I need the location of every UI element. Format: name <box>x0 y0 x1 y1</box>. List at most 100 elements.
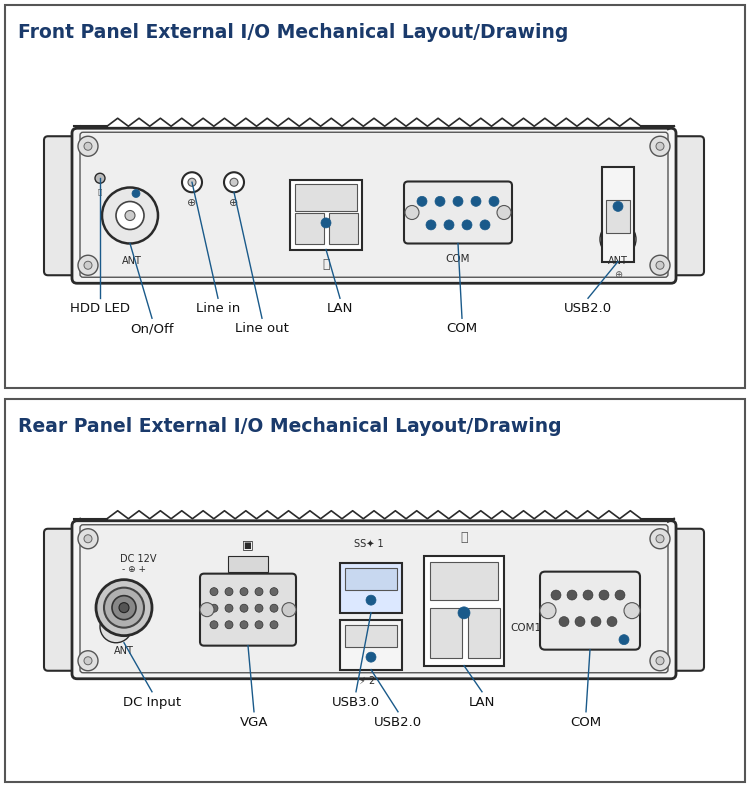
Circle shape <box>225 588 233 596</box>
Text: ⊕: ⊕ <box>614 269 622 279</box>
Circle shape <box>462 220 472 230</box>
Text: Front Panel External I/O Mechanical Layout/Drawing: Front Panel External I/O Mechanical Layo… <box>18 24 568 42</box>
Circle shape <box>497 205 511 220</box>
Circle shape <box>84 142 92 150</box>
Circle shape <box>116 201 144 230</box>
Circle shape <box>489 196 499 206</box>
Circle shape <box>650 136 670 157</box>
Bar <box>340 563 402 612</box>
Bar <box>295 212 324 243</box>
Circle shape <box>599 590 609 600</box>
Circle shape <box>224 172 244 192</box>
Circle shape <box>405 205 419 220</box>
Circle shape <box>444 220 454 230</box>
Circle shape <box>270 588 278 596</box>
Text: SS✦ 1: SS✦ 1 <box>354 538 384 549</box>
Text: ⓘ: ⓘ <box>98 188 102 195</box>
Circle shape <box>583 590 593 600</box>
Bar <box>228 556 268 571</box>
Circle shape <box>650 255 670 275</box>
FancyBboxPatch shape <box>80 525 668 673</box>
Circle shape <box>426 220 436 230</box>
Text: COM1: COM1 <box>510 623 542 633</box>
Circle shape <box>417 196 427 206</box>
Bar <box>340 619 402 670</box>
Circle shape <box>240 621 248 629</box>
Circle shape <box>132 190 140 198</box>
Text: DC 12V: DC 12V <box>120 554 156 563</box>
Text: 品: 品 <box>460 530 468 544</box>
Circle shape <box>624 603 640 619</box>
Circle shape <box>225 604 233 612</box>
Circle shape <box>102 187 158 243</box>
Circle shape <box>366 595 376 605</box>
Bar <box>345 567 397 590</box>
Circle shape <box>84 656 92 665</box>
Circle shape <box>270 621 278 629</box>
FancyBboxPatch shape <box>404 182 512 243</box>
Circle shape <box>100 611 132 643</box>
Circle shape <box>210 588 218 596</box>
Text: 品: 品 <box>322 257 330 271</box>
Bar <box>329 212 358 243</box>
Circle shape <box>559 616 569 626</box>
Circle shape <box>656 142 664 150</box>
Circle shape <box>188 178 196 187</box>
Circle shape <box>255 621 263 629</box>
Circle shape <box>458 607 470 619</box>
FancyBboxPatch shape <box>200 574 296 645</box>
Circle shape <box>453 196 463 206</box>
Circle shape <box>95 173 105 183</box>
Text: Line in: Line in <box>196 302 240 316</box>
Circle shape <box>591 616 601 626</box>
Circle shape <box>619 634 629 645</box>
Bar <box>430 562 498 600</box>
FancyBboxPatch shape <box>668 529 704 671</box>
FancyBboxPatch shape <box>72 128 676 283</box>
Circle shape <box>575 616 585 626</box>
Text: ⚡ 2: ⚡ 2 <box>358 676 375 685</box>
Circle shape <box>270 604 278 612</box>
Text: ANT: ANT <box>114 646 134 656</box>
Bar <box>606 200 630 233</box>
Circle shape <box>200 603 214 617</box>
Circle shape <box>366 652 376 662</box>
Circle shape <box>551 590 561 600</box>
Circle shape <box>96 580 152 636</box>
Circle shape <box>613 201 623 212</box>
Circle shape <box>540 603 556 619</box>
Text: COM: COM <box>446 322 478 335</box>
Text: On/Off: On/Off <box>130 322 174 335</box>
Text: USB2.0: USB2.0 <box>564 302 612 316</box>
Circle shape <box>230 178 238 187</box>
Circle shape <box>255 588 263 596</box>
Text: USB2.0: USB2.0 <box>374 715 422 729</box>
Circle shape <box>656 534 664 543</box>
Circle shape <box>78 136 98 157</box>
Bar <box>295 184 357 211</box>
Circle shape <box>78 529 98 549</box>
Circle shape <box>104 588 144 628</box>
Text: ⊕: ⊕ <box>230 198 238 209</box>
Bar <box>468 608 500 658</box>
Circle shape <box>84 261 92 269</box>
Circle shape <box>650 651 670 671</box>
Text: HDD LED: HDD LED <box>70 302 130 316</box>
Circle shape <box>607 616 617 626</box>
Text: LAN: LAN <box>469 696 495 709</box>
Circle shape <box>119 603 129 612</box>
FancyBboxPatch shape <box>44 529 80 671</box>
Circle shape <box>182 172 202 192</box>
Bar <box>424 556 504 666</box>
Circle shape <box>615 590 625 600</box>
Text: - ⊕ +: - ⊕ + <box>122 565 146 574</box>
Circle shape <box>210 604 218 612</box>
Circle shape <box>225 621 233 629</box>
Circle shape <box>471 196 481 206</box>
Circle shape <box>321 218 331 228</box>
FancyBboxPatch shape <box>80 132 668 277</box>
Circle shape <box>255 604 263 612</box>
Circle shape <box>240 604 248 612</box>
Text: LAN: LAN <box>327 302 353 316</box>
FancyBboxPatch shape <box>668 136 704 275</box>
